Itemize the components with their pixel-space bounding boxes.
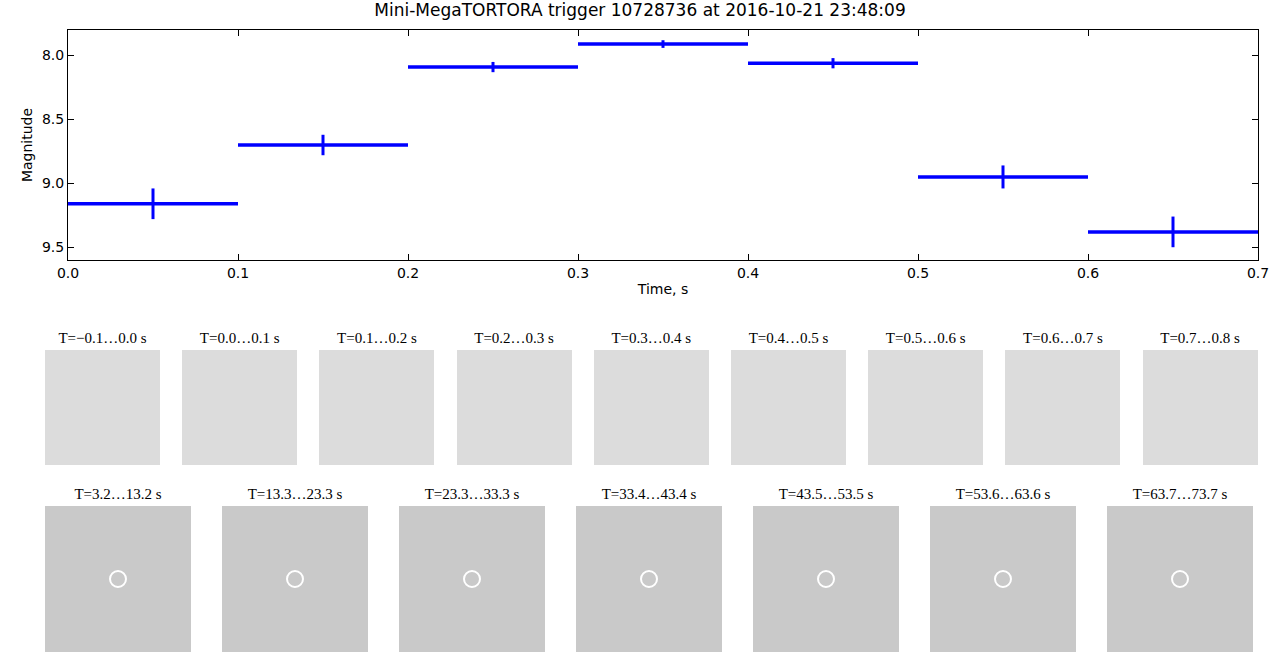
svg-text:9.0: 9.0 [42,175,64,191]
html-text:T=0.5…0.6 s: T=0.5…0.6 s [885,330,966,346]
svg-text:9.5: 9.5 [42,239,64,255]
svg-text:0.1: 0.1 [227,265,249,281]
svg-text:0.0: 0.0 [57,265,79,281]
svg-text:0.4: 0.4 [737,265,759,281]
svg-text:0.5: 0.5 [907,265,929,281]
svg-text:8.5: 8.5 [42,111,64,127]
svg-text:Mini-MegaTORTORA trigger 10728: Mini-MegaTORTORA trigger 10728736 at 201… [374,0,905,20]
svg-text:0.2: 0.2 [397,265,419,281]
html-text:T=33.4…43.4 s: T=33.4…43.4 s [601,486,697,502]
html-text:T=53.6…63.6 s: T=53.6…63.6 s [955,486,1051,502]
svg-text:Magnitude: Magnitude [19,108,35,182]
html-text:T=0.2…0.3 s: T=0.2…0.3 s [474,330,554,346]
svg-text:0.6: 0.6 [1077,265,1099,281]
html-text:T=0.0…0.1 s: T=0.0…0.1 s [199,330,280,346]
html-text:T=23.3…33.3 s: T=23.3…33.3 s [424,486,520,502]
html-text:T=0.3…0.4 s: T=0.3…0.4 s [611,330,692,346]
html-text:T=0.6…0.7 s: T=0.6…0.7 s [1023,330,1103,346]
svg-text:Time, s: Time, s [637,281,688,297]
html-text:T=0.7…0.8 s: T=0.7…0.8 s [1160,330,1240,346]
html-text:T=0.4…0.5 s: T=0.4…0.5 s [748,330,829,346]
html-text:T=63.7…73.7 s: T=63.7…73.7 s [1132,486,1228,502]
svg-text:8.0: 8.0 [42,47,64,63]
html-text:T=0.1…0.2 s: T=0.1…0.2 s [337,330,417,346]
html-text:T=13.3…23.3 s: T=13.3…23.3 s [247,486,343,502]
svg-text:0.7: 0.7 [1247,265,1269,281]
html-text:T=3.2…13.2 s: T=3.2…13.2 s [74,486,162,502]
html-text:T=43.5…53.5 s: T=43.5…53.5 s [778,486,874,502]
html-text:T=−0.1…0.0 s: T=−0.1…0.0 s [58,330,147,346]
svg-text:0.3: 0.3 [567,265,589,281]
